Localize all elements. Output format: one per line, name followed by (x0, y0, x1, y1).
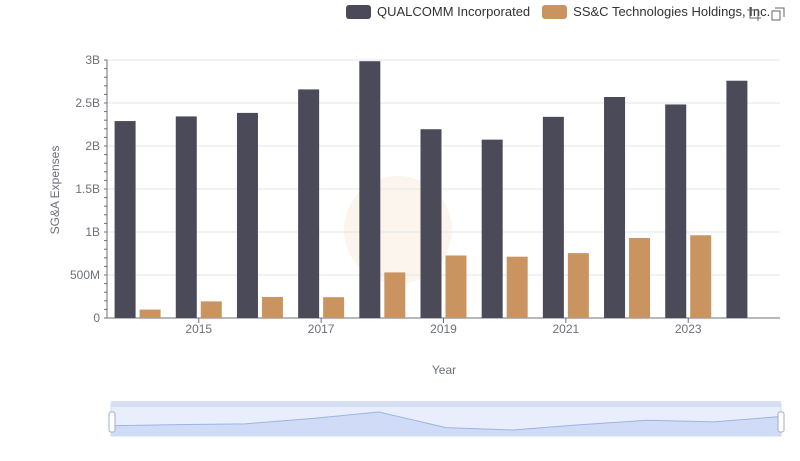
legend-item-qualcomm[interactable]: QUALCOMM Incorporated (346, 4, 530, 19)
bar-ssc (506, 256, 528, 318)
zoom-icon[interactable] (746, 6, 762, 22)
bar-qualcomm (420, 129, 442, 318)
restore-icon[interactable] (770, 6, 786, 22)
bar-qualcomm (236, 112, 258, 318)
y-tick-label: 2B (85, 139, 100, 153)
slider-top-bar (111, 401, 781, 407)
bar-ssc (200, 301, 222, 318)
data-zoom-slider[interactable] (108, 401, 785, 437)
bar-qualcomm (114, 121, 136, 318)
bar-qualcomm (726, 80, 748, 318)
bar-qualcomm (665, 104, 687, 318)
slider-area (111, 412, 781, 436)
legend-swatch-ssc (542, 4, 568, 19)
y-axis-label: SG&A Expenses (48, 146, 62, 235)
legend-label-qualcomm: QUALCOMM Incorporated (377, 4, 531, 19)
x-axis-label: Year (432, 363, 456, 377)
bar-qualcomm (542, 116, 564, 318)
bar-ssc (139, 309, 161, 318)
bar-qualcomm (298, 89, 320, 318)
bar-qualcomm (604, 96, 626, 318)
y-tick-label: 1.5B (75, 182, 100, 196)
slider-line (110, 411, 782, 431)
x-tick-label: 2015 (185, 322, 212, 336)
x-tick-label: 2017 (308, 322, 335, 336)
y-tick-label: 3B (85, 53, 100, 67)
x-tick-label: 2019 (430, 322, 457, 336)
bar-ssc (567, 253, 589, 318)
toolbox (746, 6, 786, 22)
bar-ssc (384, 272, 406, 318)
slider-handle-left (108, 411, 116, 433)
y-axis: 0 500M 1B 1.5B 2B 2.5B 3B (70, 53, 108, 325)
y-tick-label: 2.5B (75, 96, 100, 110)
y-tick-label: 0 (93, 311, 100, 325)
bar-qualcomm (359, 61, 381, 318)
y-tick-label: 500M (70, 268, 100, 282)
legend-item-ssc[interactable]: SS&C Technologies Holdings, Inc. (542, 4, 770, 19)
bar-ssc (445, 255, 467, 318)
slider-handle-right (777, 411, 785, 433)
x-axis: 2015 2017 2019 2021 2023 (107, 317, 780, 336)
bar-qualcomm (175, 116, 197, 318)
bar-ssc (690, 235, 712, 318)
bar-qualcomm (481, 139, 503, 318)
bar-ssc (629, 238, 651, 318)
legend-label-ssc: SS&C Technologies Holdings, Inc. (573, 4, 771, 19)
legend: QUALCOMM Incorporated SS&C Technologies … (346, 4, 782, 19)
bar-ssc (323, 297, 345, 318)
bar-ssc (261, 297, 283, 318)
bars (114, 61, 748, 318)
x-tick-label: 2021 (553, 322, 580, 336)
x-tick-label: 2023 (675, 322, 702, 336)
legend-swatch-qualcomm (346, 4, 371, 19)
y-tick-label: 1B (85, 225, 100, 239)
